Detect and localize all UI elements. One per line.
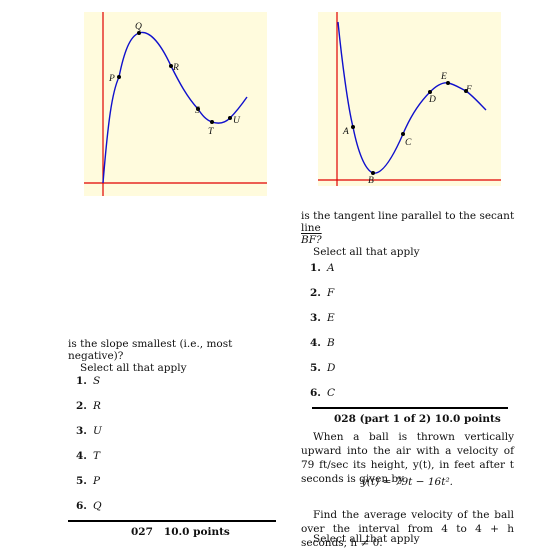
right-question: is the tangent line parallel to the seca…: [301, 210, 519, 258]
left-graph: P Q R S T U: [84, 12, 267, 196]
left-point-label-s: S: [195, 106, 200, 116]
left-option-6[interactable]: 6. Q: [76, 500, 102, 512]
left-graph-curve: [102, 31, 248, 184]
problem-028-rule: [312, 407, 508, 409]
problem-028-select: Select all that apply: [313, 533, 420, 545]
right-graph-panel: [318, 12, 501, 186]
left-point-label-p: P: [108, 74, 115, 84]
left-point-label-u: U: [233, 116, 241, 126]
right-point-label-c: C: [405, 138, 412, 148]
right-option-2[interactable]: 2. F: [310, 287, 335, 299]
problem-027-rule: [68, 520, 276, 522]
problem-027-header: 027 10.0 points: [131, 526, 230, 538]
problem-028-paragraph-2: Find the average velocity of the ball ov…: [301, 509, 514, 549]
right-question-line1: is the tangent line parallel to the seca…: [301, 210, 515, 234]
left-option-4[interactable]: 4. T: [76, 450, 100, 462]
right-option-6[interactable]: 6. C: [310, 387, 336, 399]
right-option-1[interactable]: 1. A: [310, 262, 335, 274]
left-option-5[interactable]: 5. P: [76, 475, 101, 487]
right-point-label-d: D: [428, 95, 436, 105]
problem-028-header: 028 (part 1 of 2) 10.0 points: [334, 413, 501, 425]
left-option-2[interactable]: 2. R: [76, 400, 101, 412]
left-point-label-r: R: [172, 63, 179, 73]
problem-028-formula: y(t) = 79t − 16t².: [361, 476, 453, 488]
left-graph-points: [117, 31, 232, 124]
right-point-label-a: A: [342, 127, 349, 137]
right-point-label-f: F: [465, 85, 472, 95]
right-point-label-b: B: [368, 176, 374, 186]
problem-028-paragraph-1: When a ball is thrown vertically upward …: [301, 431, 514, 485]
left-option-3[interactable]: 3. U: [76, 425, 102, 437]
right-option-3[interactable]: 3. E: [310, 312, 335, 324]
left-graph-panel: [84, 12, 267, 196]
left-option-1[interactable]: 1. S: [76, 375, 101, 387]
left-question-line1: is the slope smallest (i.e., most negati…: [68, 338, 233, 362]
right-option-4[interactable]: 4. B: [310, 337, 335, 349]
right-graph-points: [351, 81, 468, 175]
right-question-select: Select all that apply: [313, 246, 420, 258]
left-point-label-t: T: [208, 127, 214, 137]
right-graph: A B C D E F: [318, 12, 501, 186]
left-question: is the slope smallest (i.e., most negati…: [68, 338, 288, 374]
right-point-label-e: E: [440, 72, 447, 82]
right-question-line2: BF?: [301, 234, 322, 246]
right-option-5[interactable]: 5. D: [310, 362, 336, 374]
left-question-select: Select all that apply: [80, 362, 187, 374]
left-point-label-q: Q: [135, 22, 142, 32]
right-graph-curve: [337, 21, 487, 174]
